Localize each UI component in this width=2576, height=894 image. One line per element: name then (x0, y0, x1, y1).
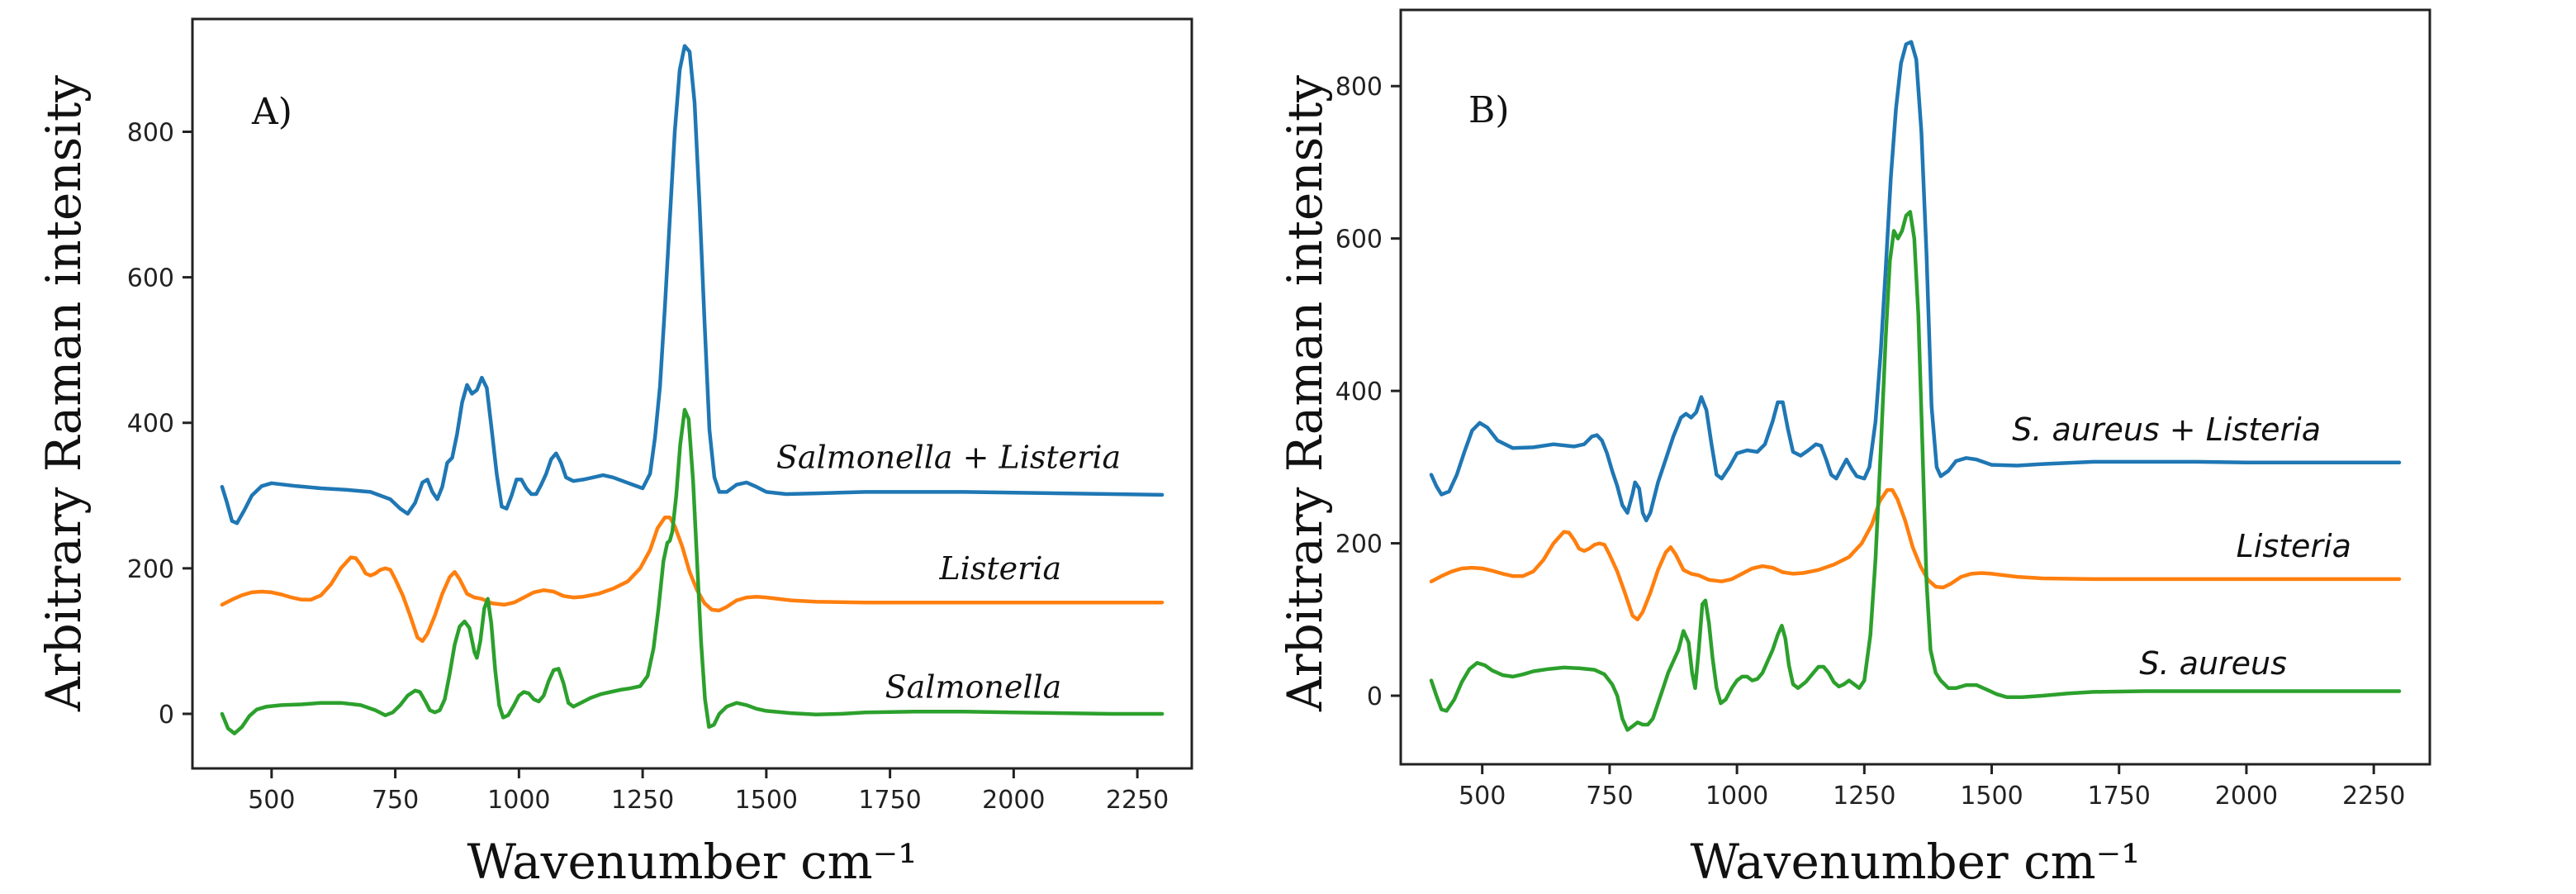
panel-b-y-tick-label: 0 (1367, 682, 1383, 711)
panel-a-x-tick-label: 1750 (858, 786, 921, 815)
panel-a-x-tick-label: 2250 (1106, 786, 1169, 815)
panel-a-y-tick-label: 800 (127, 118, 174, 147)
panel-a-x-tick-label: 1500 (735, 786, 798, 815)
panel-b-x-tick-label: 500 (1459, 782, 1506, 811)
panel-b-series-listeria (1429, 487, 2402, 622)
panel-b-series-label: Listeria (2237, 528, 2351, 564)
panel-a-y-axis-title: Arbitrary Raman intensity (36, 75, 92, 712)
panel-b-series-s-aureus-listeria (1429, 40, 2402, 523)
panel-b-y-tick-label: 400 (1335, 378, 1383, 407)
panel-b-series-s-aureus (1429, 210, 2402, 732)
panel-b-label: B) (1468, 89, 1510, 131)
panel-b-x-tick-label: 1500 (1960, 782, 2023, 811)
panel-b-frame (1399, 8, 2431, 766)
panel-b-ticks: 500 750 1000 1250 1500 1750 2000 2250 0 200 400 600… (1335, 73, 2406, 811)
panel-b: B) Wavenumber cm⁻¹ Arbitrary Raman inten… (1277, 8, 2431, 890)
panel-a-y-tick-label: 200 (127, 555, 174, 584)
panel-b-series (1429, 40, 2402, 732)
panel-b-y-tick-label: 600 (1335, 226, 1383, 254)
panel-b-x-axis-title: Wavenumber cm⁻¹ (1691, 834, 2141, 890)
panel-b-x-tick-label: 2000 (2215, 782, 2278, 811)
panel-a-series-label: Listeria (939, 550, 1062, 587)
panel-a-y-tick-label: 400 (127, 410, 174, 439)
panel-a-series-salmonella (220, 407, 1165, 735)
panel-a-series-salmonella-listeria (220, 44, 1165, 525)
panel-b-x-tick-label: 2250 (2342, 782, 2405, 811)
panel-b-y-axis-title: Arbitrary Raman intensity (1277, 75, 1333, 712)
panel-a-series-listeria (220, 515, 1165, 644)
panel-b-series-labels: S. aureus + Listeria Listeria S. aureus (2012, 411, 2351, 682)
panel-b-y-tick-label: 200 (1335, 530, 1383, 559)
panel-b-x-tick-label: 1250 (1833, 782, 1895, 811)
panel-b-x-tick-label: 750 (1586, 782, 1633, 811)
panel-a-x-axis-title: Wavenumber cm⁻¹ (467, 834, 918, 890)
panel-a: A) Wavenumber cm⁻¹ Arbitrary Raman inten… (36, 17, 1193, 890)
panel-a-ticks: 500 750 1000 1250 1500 1750 2000 2250 0 200 400 600… (127, 118, 1169, 815)
panel-a-y-tick-label: 600 (127, 264, 174, 293)
panel-b-x-tick-label: 1000 (1705, 782, 1768, 811)
panel-a-x-tick-label: 1250 (611, 786, 674, 815)
panel-a-series-label: Salmonella (885, 669, 1062, 706)
panel-b-series-label: S. aureus + Listeria (2012, 411, 2321, 448)
panel-a-x-tick-label: 500 (248, 786, 295, 815)
panel-b-x-tick-label: 1750 (2088, 782, 2151, 811)
panel-a-x-tick-label: 750 (372, 786, 419, 815)
panel-a-frame (191, 17, 1193, 770)
panel-a-series-label: Salmonella + Listeria (776, 439, 1121, 475)
panel-b-series-label: S. aureus (2139, 645, 2287, 682)
panel-a-series (220, 44, 1165, 735)
panel-a-y-tick-label: 0 (159, 701, 174, 730)
panel-a-label: A) (251, 91, 292, 133)
panel-a-x-tick-label: 2000 (982, 786, 1045, 815)
panel-b-y-tick-label: 800 (1335, 73, 1383, 102)
panel-a-x-tick-label: 1000 (487, 786, 550, 815)
panel-a-series-labels: Salmonella + Listeria Listeria Salmonella (776, 439, 1121, 705)
